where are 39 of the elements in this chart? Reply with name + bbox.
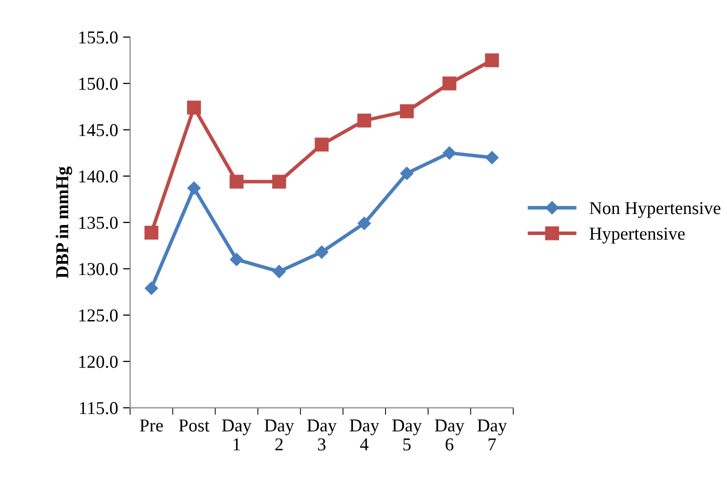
x-tick-label: Day 4 [350,420,380,450]
x-tick-label: Pre [140,420,163,432]
x-tick-label: Post [178,420,210,432]
point [314,138,329,152]
point [144,282,158,295]
legend-label: Non Hypertensive [590,202,720,218]
point [442,146,456,160]
x-tick-label: Day 2 [264,420,294,450]
point [400,166,414,180]
point [357,114,372,128]
x-tick-label: Day 6 [434,420,464,450]
point [485,150,499,164]
point [272,174,286,189]
point [442,76,456,90]
point [230,252,244,266]
legend-label: Hypertensive [590,228,685,244]
point [485,53,499,68]
y-tick-label: 145.0 [79,124,118,136]
point [315,246,328,259]
y-tick-label: 120.0 [79,356,118,368]
point [400,104,414,118]
y-tick-label: 135.0 [79,216,118,229]
point [144,226,158,240]
y-tick-label: 150.0 [79,78,118,90]
y-tick-label: 125.0 [79,309,118,322]
point [272,264,286,278]
x-tick-label: Day 5 [392,420,422,450]
point [187,182,201,195]
y-tick-label: 140.0 [79,170,118,183]
y-tick-label: 155.0 [79,31,118,44]
x-tick-label: Day 7 [477,420,507,450]
point [187,100,201,114]
x-tick-label: Day 3 [307,420,337,450]
y-axis-title: DBP in mmHg [56,166,72,278]
y-tick-label: 115.0 [80,402,118,414]
point [358,216,371,230]
x-tick-label: Day 1 [222,420,252,450]
point [230,174,244,189]
y-tick-label: 130.0 [79,263,118,276]
